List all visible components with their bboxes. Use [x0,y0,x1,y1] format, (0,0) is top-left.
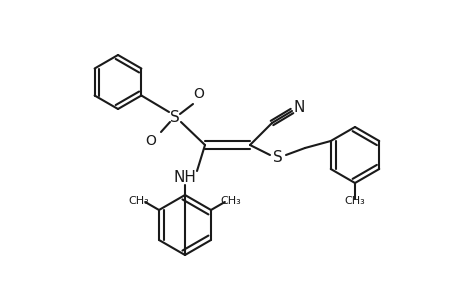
Text: S: S [273,151,282,166]
Text: O: O [145,134,156,148]
Text: N: N [293,100,304,116]
Text: NH: NH [173,169,196,184]
Text: CH₃: CH₃ [220,196,241,206]
Text: CH₃: CH₃ [344,196,364,206]
Text: S: S [170,110,179,125]
Text: O: O [193,87,204,101]
Text: CH₃: CH₃ [129,196,149,206]
